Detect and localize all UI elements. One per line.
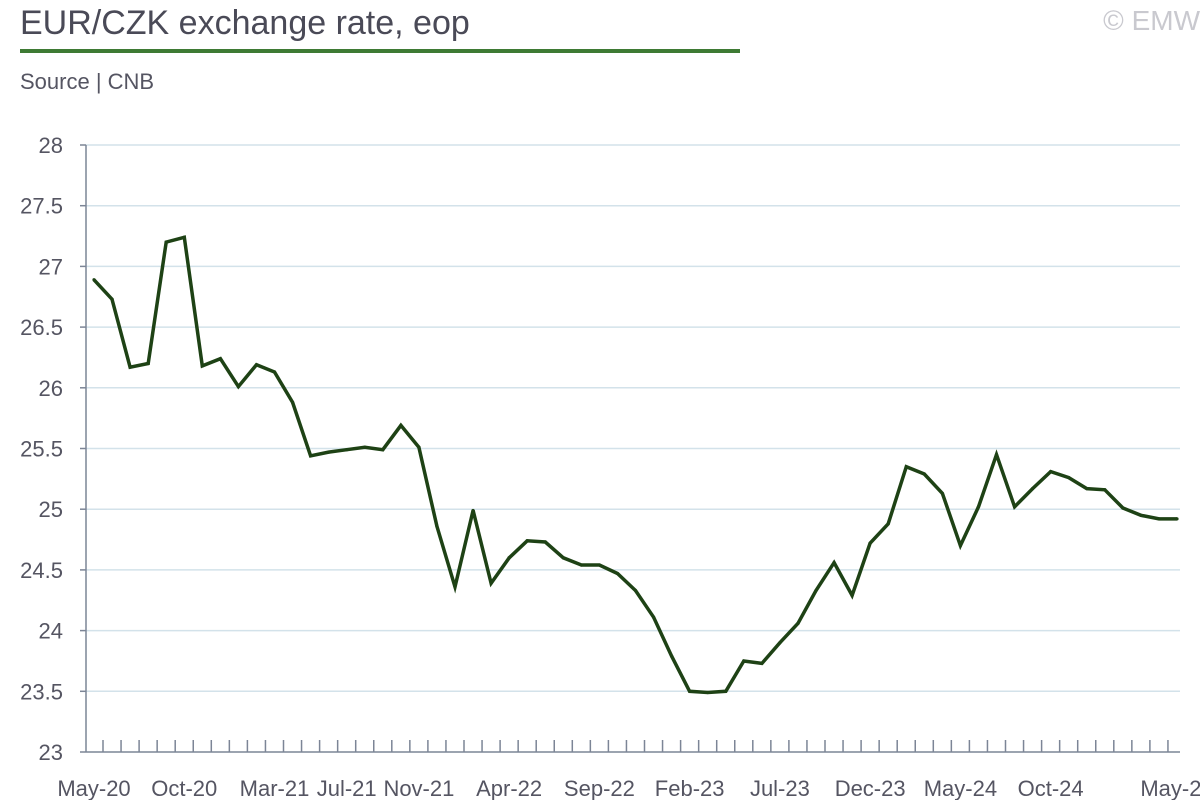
x-tick-label: May-24 — [924, 776, 997, 800]
data-point — [435, 524, 439, 528]
copyright-notice: © EMW — [1103, 5, 1200, 36]
data-point — [128, 365, 132, 369]
data-point — [381, 448, 385, 452]
data-point — [922, 472, 926, 476]
data-point — [417, 445, 421, 449]
title-underline — [20, 49, 740, 53]
series-line — [92, 235, 1177, 695]
data-point — [670, 654, 674, 658]
data-point — [778, 641, 782, 645]
data-point — [327, 450, 331, 454]
data-point — [1085, 486, 1089, 491]
y-tick-label: 27.5 — [20, 194, 63, 219]
data-point — [146, 361, 150, 366]
data-point — [940, 491, 944, 496]
data-point — [615, 571, 620, 576]
data-point — [832, 561, 836, 565]
series — [92, 235, 1179, 695]
data-point — [597, 563, 602, 567]
data-point — [236, 384, 240, 389]
data-point — [272, 370, 277, 374]
data-point — [1103, 488, 1107, 492]
data-point — [254, 363, 259, 367]
data-point — [814, 588, 818, 593]
x-tick-label: May-20 — [57, 776, 130, 800]
data-point — [1067, 476, 1071, 480]
data-point — [651, 615, 656, 619]
data-point — [363, 445, 367, 449]
x-tick-labels: May-20 Oct-20 Mar-21 Jul-21 Nov-21 Apr-22 Sep-… — [57, 776, 1200, 800]
data-point — [1049, 469, 1053, 474]
y-tick-label: 25 — [39, 497, 63, 522]
data-point — [688, 689, 692, 693]
data-point — [579, 563, 583, 567]
chart-title: EUR/CZK exchange rate, eop — [20, 4, 470, 42]
data-point — [471, 508, 475, 513]
data-point — [1139, 513, 1143, 517]
data-point — [399, 423, 403, 428]
data-point — [561, 556, 565, 560]
data-point — [507, 556, 511, 560]
data-point — [453, 585, 457, 589]
x-tick-label: Mar-21 — [240, 776, 310, 800]
data-point — [218, 357, 222, 361]
data-point — [886, 522, 890, 526]
data-point — [345, 448, 349, 452]
data-point — [1031, 486, 1035, 491]
x-tick-label: Dec-23 — [835, 776, 906, 800]
x-tick-label: Feb-23 — [655, 776, 725, 800]
y-tick-label: 26 — [39, 376, 63, 401]
data-point — [742, 659, 746, 663]
data-point — [958, 544, 963, 548]
y-tick-label: 23 — [39, 740, 63, 765]
data-point — [164, 240, 168, 244]
data-point — [724, 689, 728, 693]
y-tick-label: 23.5 — [20, 679, 63, 704]
data-point — [904, 465, 908, 469]
y-tick-labels: 23 23.5 24 24.5 25 25.5 26 26.5 27 27.5 28 — [20, 133, 63, 765]
x-tick-label: Jul-21 — [317, 776, 377, 800]
y-tick-label: 24.5 — [20, 558, 63, 583]
y-tick-label: 26.5 — [20, 315, 63, 340]
data-point — [850, 593, 854, 597]
y-tick-label: 27 — [39, 254, 63, 279]
data-point — [543, 540, 547, 544]
data-point — [182, 235, 186, 239]
x-tick-label: Sep-22 — [564, 776, 635, 800]
y-tick-label: 24 — [39, 619, 63, 644]
x-tick-label: Nov-21 — [383, 776, 454, 800]
data-point — [309, 454, 313, 458]
data-point — [706, 690, 710, 695]
data-point — [796, 621, 800, 625]
data-point — [976, 505, 981, 509]
source-note: Source | CNB — [20, 69, 155, 94]
x-tick-label: May-25 — [1140, 776, 1200, 800]
data-point — [1012, 505, 1017, 509]
x-tick-label: Oct-20 — [151, 776, 217, 800]
data-point — [868, 541, 872, 545]
y-tick-label: 25.5 — [20, 437, 63, 462]
x-tick-label: Apr-22 — [476, 776, 542, 800]
data-point — [1157, 517, 1161, 521]
data-point — [290, 400, 295, 404]
gridlines — [86, 144, 1180, 693]
data-point — [525, 539, 529, 543]
data-point — [1121, 506, 1125, 510]
data-point — [760, 661, 764, 665]
data-point — [994, 452, 999, 457]
axes — [80, 144, 1180, 753]
x-tick-label: Jul-23 — [750, 776, 810, 800]
data-point — [92, 278, 96, 282]
data-point — [110, 297, 114, 301]
data-point — [1175, 517, 1179, 521]
data-point — [633, 588, 638, 593]
y-tick-label: 28 — [39, 133, 63, 158]
x-tick-label: Oct-24 — [1018, 776, 1084, 800]
data-point — [200, 364, 204, 368]
data-point — [489, 581, 493, 585]
